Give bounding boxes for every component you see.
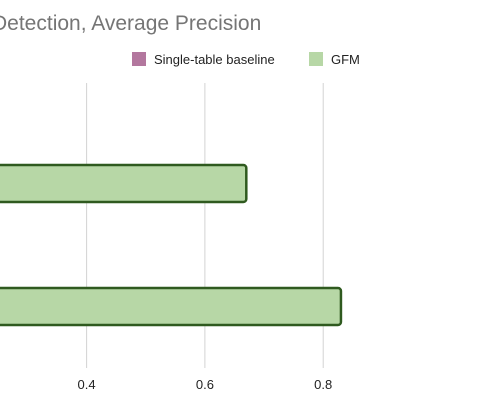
chart-title: Detection, Average Precision [0,12,261,35]
bar-gfm [0,286,343,327]
x-tick-label: 0.6 [196,377,214,392]
legend-label-gfm: GFM [331,52,360,67]
legend-label-single-table-baseline: Single-table baseline [154,52,275,67]
legend-swatch-gfm [309,52,323,66]
x-axis-ticks: 0.20.40.60.8 [78,377,333,392]
x-tick-label: 0.8 [314,377,332,392]
bars [0,163,343,327]
legend-swatch-single-table-baseline [132,52,146,66]
legend: Single-table baseline GFM [132,52,360,67]
bar-gfm [0,163,248,204]
x-tick-label: 0.4 [78,377,96,392]
